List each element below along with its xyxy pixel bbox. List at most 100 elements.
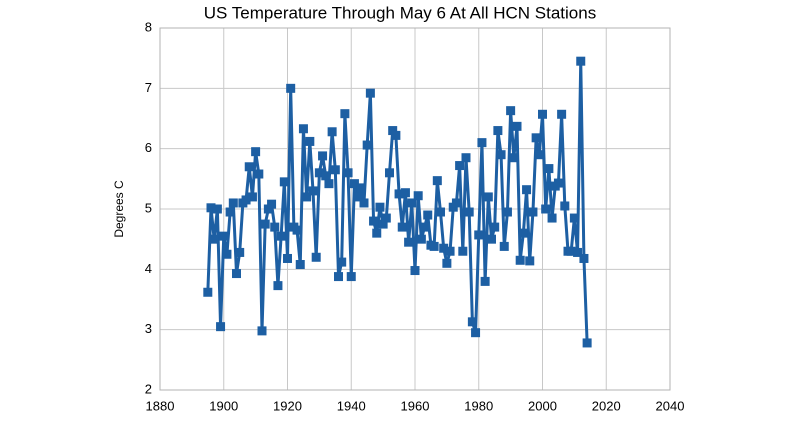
data-point bbox=[206, 203, 216, 213]
data-point bbox=[528, 207, 538, 217]
data-point bbox=[327, 127, 337, 137]
data-point bbox=[270, 222, 280, 232]
data-point bbox=[557, 109, 567, 119]
data-point bbox=[369, 216, 379, 226]
x-tick-label: 2000 bbox=[528, 398, 557, 413]
data-point bbox=[474, 230, 484, 240]
data-point bbox=[541, 204, 551, 214]
data-point bbox=[499, 241, 509, 251]
data-point bbox=[416, 234, 426, 244]
data-point bbox=[302, 192, 312, 202]
data-point bbox=[283, 253, 292, 263]
data-point bbox=[509, 153, 519, 163]
data-point bbox=[365, 88, 375, 98]
plot-border bbox=[159, 27, 671, 391]
data-point bbox=[496, 150, 506, 160]
x-tick-label: 2040 bbox=[656, 398, 685, 413]
data-point bbox=[576, 56, 586, 66]
data-point bbox=[324, 179, 334, 189]
data-point bbox=[292, 225, 302, 235]
data-point bbox=[388, 126, 398, 136]
y-tick-label: 5 bbox=[145, 200, 152, 215]
data-point bbox=[212, 204, 222, 214]
data-point bbox=[506, 106, 516, 116]
data-point bbox=[502, 207, 512, 217]
data-point bbox=[260, 219, 270, 229]
data-point bbox=[321, 171, 331, 181]
data-point bbox=[254, 169, 264, 179]
data-point bbox=[458, 246, 468, 256]
data-point bbox=[400, 188, 410, 198]
data-point bbox=[573, 247, 583, 257]
data-point bbox=[337, 257, 347, 267]
x-tick-label: 1940 bbox=[337, 398, 366, 413]
data-point bbox=[534, 150, 544, 160]
data-point bbox=[391, 130, 401, 140]
data-point bbox=[404, 237, 414, 247]
data-point bbox=[423, 210, 433, 220]
data-point bbox=[531, 133, 541, 143]
data-point bbox=[579, 253, 589, 263]
data-point bbox=[222, 249, 232, 259]
data-point bbox=[464, 207, 474, 217]
data-point bbox=[219, 231, 229, 241]
data-point bbox=[553, 178, 563, 188]
data-point bbox=[525, 256, 535, 266]
chart-title: US Temperature Through May 6 At All HCN … bbox=[204, 3, 596, 22]
data-point bbox=[397, 222, 407, 232]
data-point bbox=[547, 213, 557, 223]
y-tick-label: 2 bbox=[145, 381, 152, 396]
data-point bbox=[467, 317, 477, 327]
data-point bbox=[522, 185, 532, 195]
data-point bbox=[314, 168, 324, 178]
data-point bbox=[216, 322, 226, 332]
data-line bbox=[206, 59, 589, 343]
y-tick-label: 3 bbox=[145, 321, 152, 336]
data-point bbox=[381, 213, 391, 223]
data-point bbox=[461, 153, 471, 163]
data-point bbox=[356, 183, 366, 193]
data-point bbox=[413, 191, 423, 201]
data-point bbox=[372, 228, 382, 238]
y-axis-label: Degrees C bbox=[112, 180, 126, 238]
y-tick-label: 6 bbox=[145, 140, 152, 155]
data-point bbox=[420, 222, 430, 232]
data-point bbox=[582, 338, 592, 348]
data-point bbox=[225, 207, 235, 217]
data-point bbox=[569, 213, 579, 223]
data-point bbox=[487, 234, 496, 244]
data-point bbox=[560, 201, 570, 211]
data-point bbox=[362, 140, 372, 150]
data-point bbox=[394, 189, 404, 199]
data-point bbox=[343, 168, 353, 178]
data-point bbox=[228, 198, 238, 208]
data-point bbox=[305, 136, 315, 146]
y-tick-label: 4 bbox=[145, 261, 152, 276]
data-point bbox=[451, 198, 461, 208]
data-point bbox=[512, 121, 522, 131]
data-point bbox=[480, 276, 490, 286]
x-tick-label: 1880 bbox=[146, 398, 175, 413]
y-tick-label: 7 bbox=[145, 80, 152, 95]
data-point bbox=[544, 164, 554, 174]
data-point bbox=[490, 222, 500, 232]
data-point bbox=[276, 231, 286, 241]
x-tick-label: 2020 bbox=[592, 398, 621, 413]
data-point bbox=[436, 207, 445, 217]
data-point bbox=[477, 138, 487, 148]
data-point bbox=[267, 199, 277, 209]
data-point bbox=[346, 272, 356, 282]
data-point bbox=[257, 326, 267, 336]
y-tick-label: 8 bbox=[145, 19, 152, 34]
data-point bbox=[410, 266, 420, 276]
data-point bbox=[353, 192, 363, 202]
data-point bbox=[286, 83, 296, 93]
x-tick-label: 1960 bbox=[401, 398, 430, 413]
x-tick-label: 1900 bbox=[209, 398, 238, 413]
data-point bbox=[378, 219, 388, 229]
x-tick-label: 1980 bbox=[464, 398, 493, 413]
data-point bbox=[442, 258, 452, 268]
data-point bbox=[263, 204, 273, 214]
